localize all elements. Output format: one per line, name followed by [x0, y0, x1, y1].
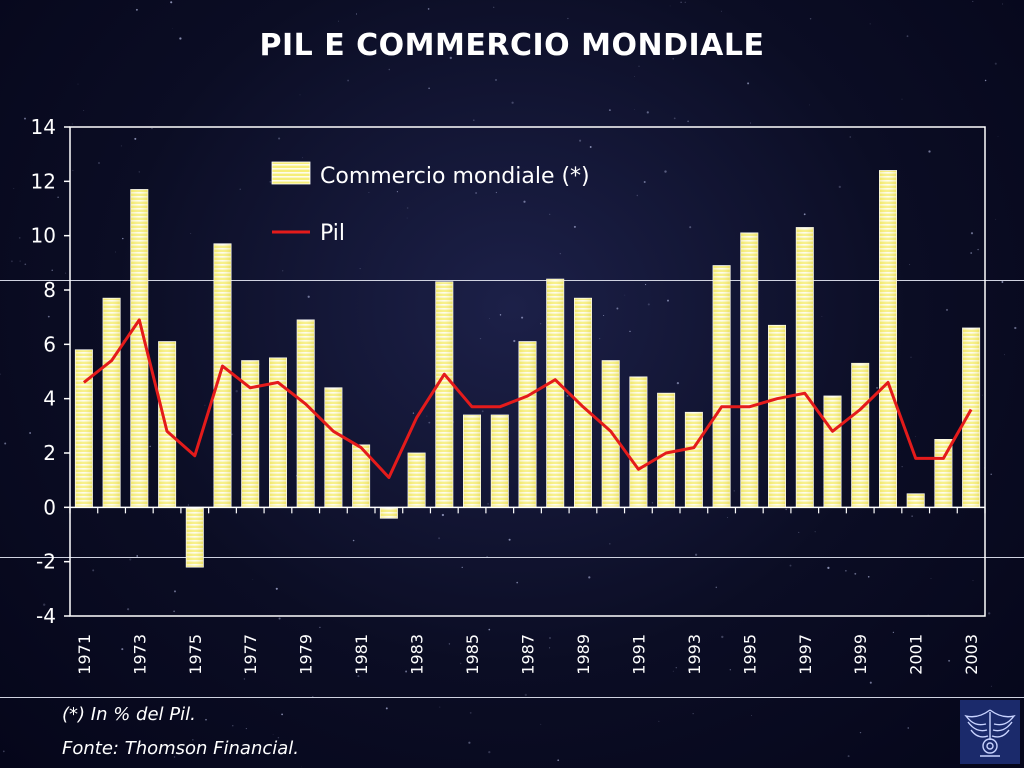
bar-shade [713, 265, 731, 508]
x-tick-label: 1973 [130, 634, 149, 675]
x-tick-label: 1981 [352, 634, 371, 675]
x-tick-label: 1977 [241, 634, 260, 675]
legend: Commercio mondiale (*) Pil [271, 161, 590, 246]
bar-shade [380, 507, 398, 519]
bar-shade [130, 189, 148, 508]
y-tick-label: -4 [36, 604, 56, 628]
x-tick-label: 1987 [519, 634, 538, 675]
bar-shade [823, 396, 842, 508]
y-tick-label: 6 [43, 332, 56, 356]
divider-line [0, 280, 1024, 281]
x-tick-label: 1999 [851, 634, 870, 675]
plot-area: -4 -2 0 2 4 6 8 10 12 14 1971 1973 1975 1977 1979 1981 1… [31, 115, 986, 675]
bar-shade [158, 341, 176, 508]
bar-shade [241, 360, 259, 508]
bar-shade [463, 415, 481, 508]
bar-shade [324, 387, 342, 508]
x-tick-label: 1971 [75, 634, 94, 675]
bar-shade [907, 493, 925, 508]
bar-shade [297, 319, 315, 508]
bar-shade [796, 227, 814, 508]
bar-shade [269, 357, 287, 508]
y-tick-label: -2 [36, 550, 56, 574]
x-tick-label: 1993 [685, 634, 704, 675]
legend-swatch-commercio [271, 161, 311, 185]
plot-border [69, 126, 986, 617]
bar-shade [657, 393, 675, 508]
y-tick-label: 14 [31, 115, 56, 139]
x-tick-label: 2003 [962, 634, 981, 675]
x-tick-label: 1983 [408, 634, 427, 675]
y-tick-label: 10 [31, 224, 56, 248]
bar-shade [574, 298, 592, 508]
y-tick-label: 4 [43, 387, 56, 411]
bar-shade [352, 444, 370, 508]
bar-shade [213, 243, 232, 508]
legend-label-pil: Pil [320, 221, 345, 246]
y-tick-label: 12 [31, 169, 56, 193]
x-tick-label: 1985 [463, 634, 482, 675]
bar-shade [740, 232, 758, 508]
bar-shade [518, 341, 537, 508]
x-tick-label: 1989 [574, 634, 593, 675]
bar-shade [186, 507, 204, 568]
x-tick-label: 2001 [907, 634, 926, 675]
x-tick-label: 1975 [186, 634, 205, 675]
bar-shade [962, 328, 980, 508]
y-tick-label: 8 [43, 278, 56, 302]
x-tick-label: 1995 [740, 634, 759, 675]
bar-shade [879, 170, 897, 508]
x-tick-label: 1997 [796, 634, 815, 675]
x-tick-label: 1979 [297, 634, 316, 675]
bar-shade [408, 453, 426, 508]
bar-shade [602, 360, 620, 508]
confindustria-eagle-logo-icon [960, 700, 1020, 764]
chart: -4 -2 0 2 4 6 8 10 12 14 1971 1973 1975 1977 1979 1981 1… [31, 115, 986, 675]
bar-shade [934, 439, 952, 508]
bar-shade [75, 349, 93, 508]
x-tick-label: 1991 [629, 634, 648, 675]
slide-title: PIL E COMMERCIO MONDIALE [259, 28, 765, 63]
divider-line [0, 697, 1024, 698]
divider-line [0, 557, 1024, 558]
footnote: (*) In % del Pil. [62, 704, 196, 725]
y-tick-label: 0 [43, 495, 56, 519]
bar-shade [435, 281, 453, 508]
bar-shade [546, 279, 564, 508]
bar-shade [103, 298, 121, 508]
bar-shade [851, 363, 869, 508]
bar-shade [768, 325, 786, 508]
source-note: Fonte: Thomson Financial. [62, 738, 300, 759]
bar-shade [685, 412, 703, 508]
y-tick-label: 2 [43, 441, 56, 465]
bar-shade [491, 415, 509, 508]
legend-label-commercio: Commercio mondiale (*) [320, 164, 590, 189]
bar-shade [629, 376, 647, 508]
